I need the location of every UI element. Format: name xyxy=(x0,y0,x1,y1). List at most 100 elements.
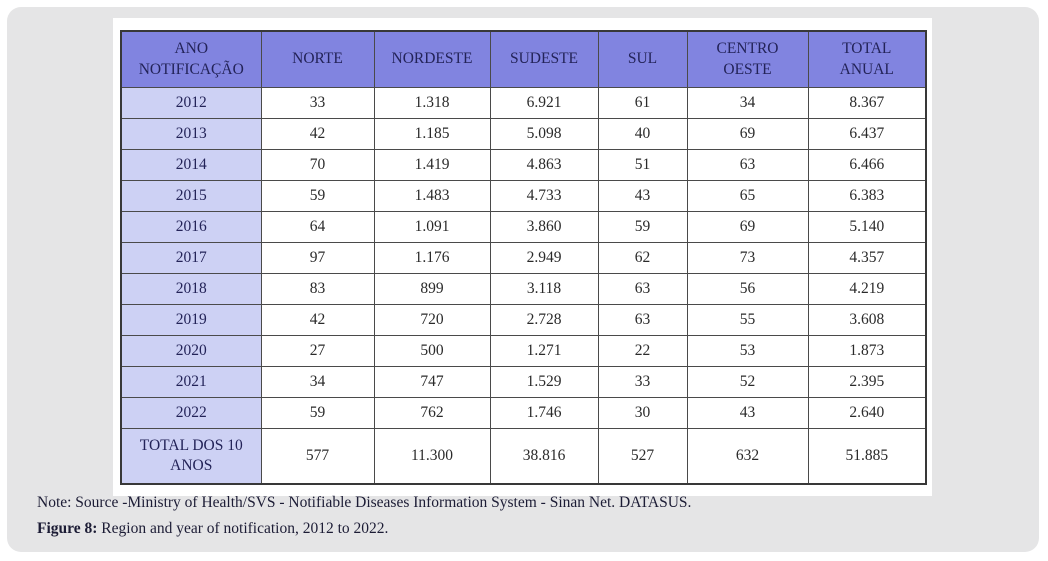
value-cell: 27 xyxy=(260,335,375,367)
year-cell: 2016 xyxy=(120,211,262,243)
column-header-nordeste: NORDESTE xyxy=(373,30,491,88)
value-cell: 1.091 xyxy=(373,211,491,243)
year-cell: 2012 xyxy=(120,87,262,119)
value-cell: 61 xyxy=(597,87,688,119)
value-cell: 2.728 xyxy=(489,304,599,336)
table-row: 2016 64 1.091 3.860 59 69 5.140 xyxy=(120,211,927,243)
value-cell: 4.733 xyxy=(489,180,599,212)
value-cell: 1.185 xyxy=(373,118,491,150)
value-cell: 1.746 xyxy=(489,397,599,429)
table-row: 2013 42 1.185 5.098 40 69 6.437 xyxy=(120,118,927,150)
value-cell: 6.921 xyxy=(489,87,599,119)
value-cell: 1.873 xyxy=(807,335,927,367)
value-cell: 3.608 xyxy=(807,304,927,336)
value-cell: 51 xyxy=(597,149,688,181)
value-cell: 5.140 xyxy=(807,211,927,243)
column-header-norte: NORTE xyxy=(260,30,375,88)
value-cell: 63 xyxy=(597,304,688,336)
total-value-cell: 11.300 xyxy=(373,428,491,485)
value-cell: 33 xyxy=(597,366,688,398)
year-cell: 2021 xyxy=(120,366,262,398)
table-row: 2015 59 1.483 4.733 43 65 6.383 xyxy=(120,180,927,212)
value-cell: 5.098 xyxy=(489,118,599,150)
value-cell: 63 xyxy=(686,149,809,181)
figure-caption: Figure 8: Region and year of notificatio… xyxy=(37,516,691,542)
table-row: 2017 97 1.176 2.949 62 73 4.357 xyxy=(120,242,927,274)
value-cell: 34 xyxy=(260,366,375,398)
table-panel: ANO NOTIFICAÇÃO NORTE NORDESTE SUDESTE S… xyxy=(113,18,932,496)
value-cell: 63 xyxy=(597,273,688,305)
value-cell: 3.860 xyxy=(489,211,599,243)
column-header-centro-oeste: CENTRO OESTE xyxy=(686,30,809,88)
year-cell: 2022 xyxy=(120,397,262,429)
caption-block: Note: Source -Ministry of Health/SVS - N… xyxy=(37,490,691,542)
table-row: 2018 83 899 3.118 63 56 4.219 xyxy=(120,273,927,305)
value-cell: 899 xyxy=(373,273,491,305)
value-cell: 70 xyxy=(260,149,375,181)
year-cell: 2017 xyxy=(120,242,262,274)
table-total-row: TOTAL DOS 10 ANOS 577 11.300 38.816 527 632 51… xyxy=(120,428,927,485)
source-note: Note: Source -Ministry of Health/SVS - N… xyxy=(37,494,692,511)
content-card: ANO NOTIFICAÇÃO NORTE NORDESTE SUDESTE S… xyxy=(7,7,1039,552)
table-row: 2019 42 720 2.728 63 55 3.608 xyxy=(120,304,927,336)
value-cell: 6.437 xyxy=(807,118,927,150)
table-row: 2021 34 747 1.529 33 52 2.395 xyxy=(120,366,927,398)
value-cell: 1.419 xyxy=(373,149,491,181)
column-header-ano-notificacao: ANO NOTIFICAÇÃO xyxy=(120,30,262,88)
value-cell: 59 xyxy=(260,180,375,212)
value-cell: 500 xyxy=(373,335,491,367)
total-label-cell: TOTAL DOS 10 ANOS xyxy=(120,428,262,485)
table-row: 2014 70 1.419 4.863 51 63 6.466 xyxy=(120,149,927,181)
value-cell: 3.118 xyxy=(489,273,599,305)
total-value-cell: 632 xyxy=(686,428,809,485)
value-cell: 43 xyxy=(686,397,809,429)
year-cell: 2015 xyxy=(120,180,262,212)
year-cell: 2020 xyxy=(120,335,262,367)
total-value-cell: 527 xyxy=(597,428,688,485)
value-cell: 53 xyxy=(686,335,809,367)
figure-caption-text: Region and year of notification, 2012 to… xyxy=(97,520,389,537)
value-cell: 56 xyxy=(686,273,809,305)
value-cell: 2.640 xyxy=(807,397,927,429)
value-cell: 43 xyxy=(597,180,688,212)
value-cell: 73 xyxy=(686,242,809,274)
year-cell: 2018 xyxy=(120,273,262,305)
value-cell: 52 xyxy=(686,366,809,398)
year-cell: 2014 xyxy=(120,149,262,181)
value-cell: 30 xyxy=(597,397,688,429)
value-cell: 747 xyxy=(373,366,491,398)
value-cell: 4.863 xyxy=(489,149,599,181)
year-cell: 2013 xyxy=(120,118,262,150)
value-cell: 2.949 xyxy=(489,242,599,274)
value-cell: 40 xyxy=(597,118,688,150)
value-cell: 1.529 xyxy=(489,366,599,398)
value-cell: 59 xyxy=(597,211,688,243)
value-cell: 59 xyxy=(260,397,375,429)
table-body: 2012 33 1.318 6.921 61 34 8.367 2013 42 1.185 5.09… xyxy=(120,87,927,485)
total-value-cell: 577 xyxy=(260,428,375,485)
figure-caption-label: Figure 8: xyxy=(37,520,98,537)
column-header-sul: SUL xyxy=(597,30,688,88)
value-cell: 22 xyxy=(597,335,688,367)
notification-table: ANO NOTIFICAÇÃO NORTE NORDESTE SUDESTE S… xyxy=(120,30,927,485)
value-cell: 8.367 xyxy=(807,87,927,119)
value-cell: 1.176 xyxy=(373,242,491,274)
value-cell: 34 xyxy=(686,87,809,119)
value-cell: 42 xyxy=(260,304,375,336)
value-cell: 97 xyxy=(260,242,375,274)
total-value-cell: 38.816 xyxy=(489,428,599,485)
value-cell: 720 xyxy=(373,304,491,336)
value-cell: 6.466 xyxy=(807,149,927,181)
value-cell: 83 xyxy=(260,273,375,305)
value-cell: 2.395 xyxy=(807,366,927,398)
value-cell: 4.357 xyxy=(807,242,927,274)
value-cell: 42 xyxy=(260,118,375,150)
total-value-cell: 51.885 xyxy=(807,428,927,485)
table-row: 2020 27 500 1.271 22 53 1.873 xyxy=(120,335,927,367)
value-cell: 1.483 xyxy=(373,180,491,212)
column-header-sudeste: SUDESTE xyxy=(489,30,599,88)
value-cell: 1.318 xyxy=(373,87,491,119)
table-row: 2012 33 1.318 6.921 61 34 8.367 xyxy=(120,87,927,119)
value-cell: 1.271 xyxy=(489,335,599,367)
